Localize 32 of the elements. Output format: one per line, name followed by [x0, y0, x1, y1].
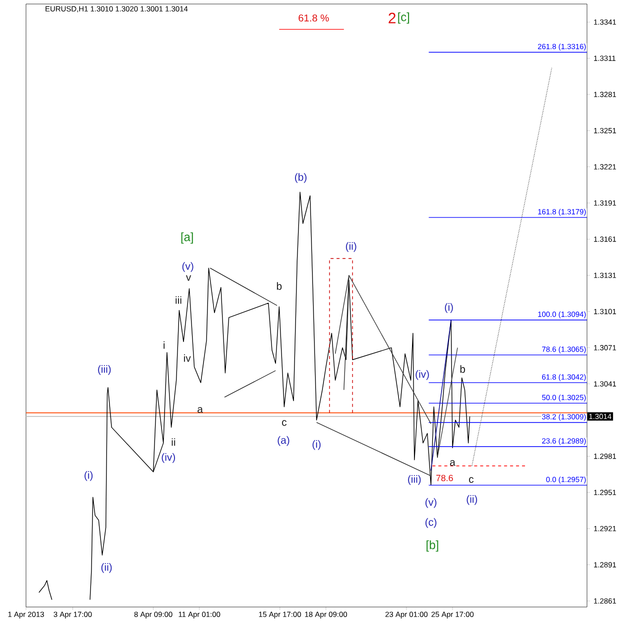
annotation: v [186, 275, 192, 281]
annotation: (v) [425, 498, 436, 508]
annotation: a [198, 407, 203, 413]
annotation: (a) [278, 436, 290, 446]
annotation: c [469, 477, 474, 483]
annotation: (i) [444, 303, 453, 313]
annotation: 78.6 [436, 474, 453, 482]
annotation: 61.8 % [298, 14, 329, 22]
annotation: (iv) [416, 370, 429, 380]
annotation: (c) [425, 518, 436, 528]
annotation: 2 [388, 12, 396, 24]
annotation: (ii) [101, 563, 112, 573]
annotation: [a] [181, 232, 193, 244]
annotation: (iii) [98, 365, 111, 375]
annotation: (b) [294, 173, 306, 183]
annotation: (iv) [162, 453, 176, 463]
annotation: (ii) [466, 495, 478, 505]
annotation: [c] [398, 12, 410, 24]
annotation: iii [176, 296, 182, 304]
annotation: a [450, 460, 456, 466]
annotation: (i) [312, 440, 321, 450]
annotation: b [276, 282, 282, 290]
annotation: [b] [426, 540, 438, 552]
annotation: i [164, 341, 165, 349]
annotation: ii [172, 438, 176, 446]
annotation: b [460, 365, 466, 373]
annotation: iv [184, 354, 191, 362]
annotation: c [282, 420, 287, 426]
annotation: (v) [182, 262, 194, 272]
annotation: (ii) [346, 242, 356, 252]
annotation: (iii) [408, 475, 421, 485]
annotation: (i) [84, 471, 93, 481]
